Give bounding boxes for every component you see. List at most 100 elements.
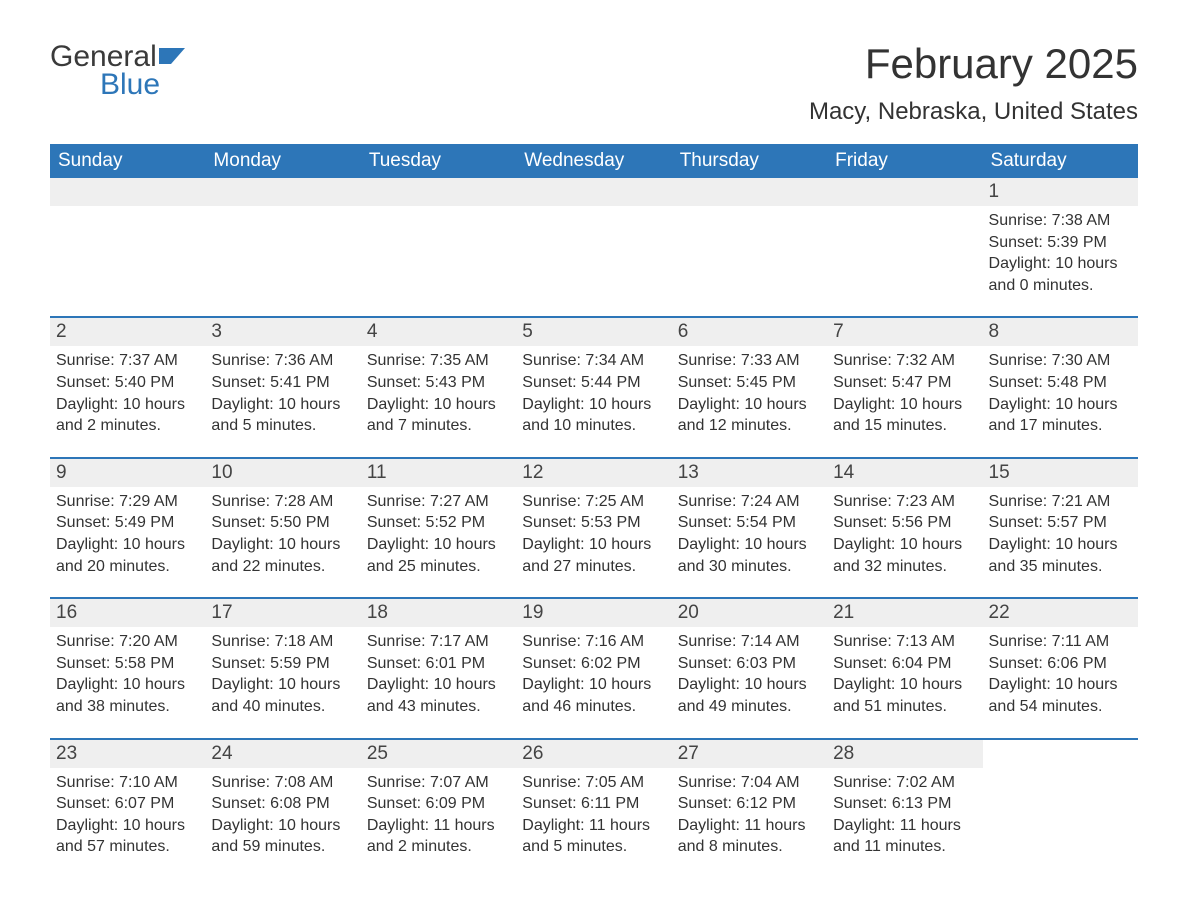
day-number: 14 xyxy=(827,459,982,487)
daylight-text: Daylight: 10 hours and 7 minutes. xyxy=(367,394,510,437)
calendar: Sunday Monday Tuesday Wednesday Thursday… xyxy=(50,144,1138,858)
sunrise-text: Sunrise: 7:02 AM xyxy=(833,772,976,794)
daylight-text: Daylight: 10 hours and 59 minutes. xyxy=(211,815,354,858)
daylight-text: Daylight: 10 hours and 27 minutes. xyxy=(522,534,665,577)
sunset-text: Sunset: 5:40 PM xyxy=(56,372,199,394)
day-number xyxy=(50,178,205,206)
calendar-day: 15Sunrise: 7:21 AMSunset: 5:57 PMDayligh… xyxy=(983,459,1138,577)
day-details: Sunrise: 7:23 AMSunset: 5:56 PMDaylight:… xyxy=(827,487,982,577)
calendar-day xyxy=(50,178,205,296)
flag-icon xyxy=(159,46,187,71)
calendar-day xyxy=(983,740,1138,858)
sunrise-text: Sunrise: 7:38 AM xyxy=(989,210,1132,232)
daylight-text: Daylight: 10 hours and 57 minutes. xyxy=(56,815,199,858)
calendar-week: 9Sunrise: 7:29 AMSunset: 5:49 PMDaylight… xyxy=(50,457,1138,577)
calendar-day: 8Sunrise: 7:30 AMSunset: 5:48 PMDaylight… xyxy=(983,318,1138,436)
day-number xyxy=(827,178,982,206)
day-details: Sunrise: 7:32 AMSunset: 5:47 PMDaylight:… xyxy=(827,346,982,436)
header: General Blue February 2025 Macy, Nebrask… xyxy=(50,40,1138,126)
calendar-day: 18Sunrise: 7:17 AMSunset: 6:01 PMDayligh… xyxy=(361,599,516,717)
sunrise-text: Sunrise: 7:13 AM xyxy=(833,631,976,653)
day-number: 18 xyxy=(361,599,516,627)
day-number: 24 xyxy=(205,740,360,768)
calendar-day: 2Sunrise: 7:37 AMSunset: 5:40 PMDaylight… xyxy=(50,318,205,436)
sunset-text: Sunset: 6:01 PM xyxy=(367,653,510,675)
calendar-day xyxy=(361,178,516,296)
daylight-text: Daylight: 10 hours and 49 minutes. xyxy=(678,674,821,717)
sunrise-text: Sunrise: 7:20 AM xyxy=(56,631,199,653)
sunset-text: Sunset: 6:02 PM xyxy=(522,653,665,675)
sunset-text: Sunset: 5:57 PM xyxy=(989,512,1132,534)
weekday-header: Friday xyxy=(827,144,982,178)
sunset-text: Sunset: 6:06 PM xyxy=(989,653,1132,675)
location-label: Macy, Nebraska, United States xyxy=(809,98,1138,126)
daylight-text: Daylight: 10 hours and 25 minutes. xyxy=(367,534,510,577)
sunset-text: Sunset: 6:13 PM xyxy=(833,793,976,815)
day-details: Sunrise: 7:24 AMSunset: 5:54 PMDaylight:… xyxy=(672,487,827,577)
day-number: 7 xyxy=(827,318,982,346)
day-number: 15 xyxy=(983,459,1138,487)
daylight-text: Daylight: 10 hours and 5 minutes. xyxy=(211,394,354,437)
daylight-text: Daylight: 10 hours and 30 minutes. xyxy=(678,534,821,577)
sunset-text: Sunset: 5:59 PM xyxy=(211,653,354,675)
weekday-header: Sunday xyxy=(50,144,205,178)
calendar-day: 23Sunrise: 7:10 AMSunset: 6:07 PMDayligh… xyxy=(50,740,205,858)
day-details: Sunrise: 7:35 AMSunset: 5:43 PMDaylight:… xyxy=(361,346,516,436)
day-details: Sunrise: 7:37 AMSunset: 5:40 PMDaylight:… xyxy=(50,346,205,436)
day-number: 11 xyxy=(361,459,516,487)
calendar-day xyxy=(672,178,827,296)
sunset-text: Sunset: 5:56 PM xyxy=(833,512,976,534)
day-number xyxy=(672,178,827,206)
daylight-text: Daylight: 10 hours and 20 minutes. xyxy=(56,534,199,577)
day-number: 21 xyxy=(827,599,982,627)
day-number: 9 xyxy=(50,459,205,487)
sunset-text: Sunset: 5:50 PM xyxy=(211,512,354,534)
day-number: 6 xyxy=(672,318,827,346)
daylight-text: Daylight: 11 hours and 8 minutes. xyxy=(678,815,821,858)
weekday-header-row: Sunday Monday Tuesday Wednesday Thursday… xyxy=(50,144,1138,178)
day-details: Sunrise: 7:16 AMSunset: 6:02 PMDaylight:… xyxy=(516,627,671,717)
calendar-day: 13Sunrise: 7:24 AMSunset: 5:54 PMDayligh… xyxy=(672,459,827,577)
daylight-text: Daylight: 10 hours and 2 minutes. xyxy=(56,394,199,437)
sunrise-text: Sunrise: 7:11 AM xyxy=(989,631,1132,653)
daylight-text: Daylight: 10 hours and 40 minutes. xyxy=(211,674,354,717)
sunrise-text: Sunrise: 7:36 AM xyxy=(211,350,354,372)
sunset-text: Sunset: 5:45 PM xyxy=(678,372,821,394)
day-number xyxy=(983,740,1138,768)
calendar-day: 21 Sunrise: 7:13 AMSunset: 6:04 PMDayligh… xyxy=(827,599,982,717)
calendar-day: 17Sunrise: 7:18 AMSunset: 5:59 PMDayligh… xyxy=(205,599,360,717)
day-number: 16 xyxy=(50,599,205,627)
daylight-text: Daylight: 10 hours and 51 minutes. xyxy=(833,674,976,717)
sunset-text: Sunset: 5:53 PM xyxy=(522,512,665,534)
calendar-day: 22Sunrise: 7:11 AMSunset: 6:06 PMDayligh… xyxy=(983,599,1138,717)
sunrise-text: Sunrise: 7:23 AM xyxy=(833,491,976,513)
sunrise-text: Sunrise: 7:18 AM xyxy=(211,631,354,653)
day-number: 8 xyxy=(983,318,1138,346)
sunrise-text: Sunrise: 7:28 AM xyxy=(211,491,354,513)
calendar-week: 23Sunrise: 7:10 AMSunset: 6:07 PMDayligh… xyxy=(50,738,1138,858)
day-number: 3 xyxy=(205,318,360,346)
calendar-day: 9Sunrise: 7:29 AMSunset: 5:49 PMDaylight… xyxy=(50,459,205,577)
day-number: 19 xyxy=(516,599,671,627)
sunset-text: Sunset: 6:09 PM xyxy=(367,793,510,815)
brand-word2: Blue xyxy=(100,68,160,102)
day-number: 12 xyxy=(516,459,671,487)
sunrise-text: Sunrise: 7:37 AM xyxy=(56,350,199,372)
day-details: Sunrise: 7:02 AMSunset: 6:13 PMDaylight:… xyxy=(827,768,982,858)
sunset-text: Sunset: 6:04 PM xyxy=(833,653,976,675)
sunrise-text: Sunrise: 7:05 AM xyxy=(522,772,665,794)
sunrise-text: Sunrise: 7:34 AM xyxy=(522,350,665,372)
sunset-text: Sunset: 6:12 PM xyxy=(678,793,821,815)
weekday-header: Monday xyxy=(205,144,360,178)
calendar-day: 26Sunrise: 7:05 AMSunset: 6:11 PMDayligh… xyxy=(516,740,671,858)
calendar-day xyxy=(205,178,360,296)
day-details: Sunrise: 7:28 AMSunset: 5:50 PMDaylight:… xyxy=(205,487,360,577)
sunrise-text: Sunrise: 7:25 AM xyxy=(522,491,665,513)
calendar-week: 16Sunrise: 7:20 AMSunset: 5:58 PMDayligh… xyxy=(50,597,1138,717)
weekday-header: Tuesday xyxy=(361,144,516,178)
sunrise-text: Sunrise: 7:21 AM xyxy=(989,491,1132,513)
sunrise-text: Sunrise: 7:08 AM xyxy=(211,772,354,794)
sunrise-text: Sunrise: 7:24 AM xyxy=(678,491,821,513)
calendar-day: 25Sunrise: 7:07 AMSunset: 6:09 PMDayligh… xyxy=(361,740,516,858)
calendar-day: 6Sunrise: 7:33 AMSunset: 5:45 PMDaylight… xyxy=(672,318,827,436)
